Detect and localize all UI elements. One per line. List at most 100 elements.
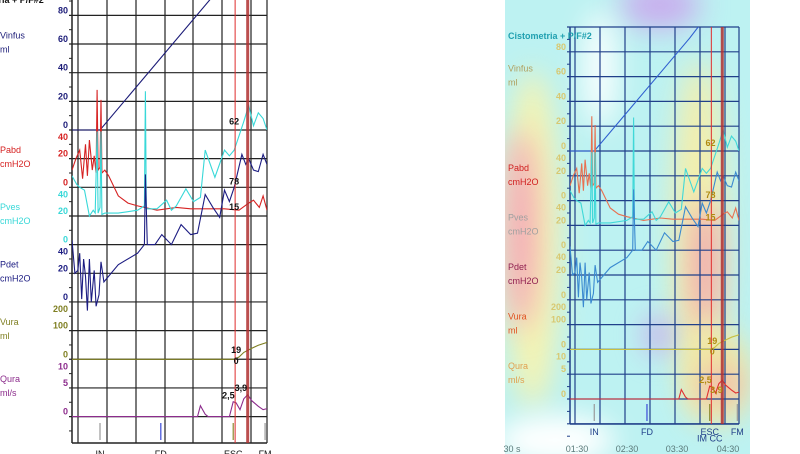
annotation-label: 78 <box>706 190 716 200</box>
y-tick-label: 0 <box>63 349 68 359</box>
y-tick-label: 0 <box>561 290 566 300</box>
event-label: FD <box>641 427 653 437</box>
channel-unit: ml <box>508 78 518 88</box>
channel-name: Qura <box>508 361 528 371</box>
heatmap-blob <box>693 200 717 330</box>
event-sublabel: IM CC <box>697 434 723 444</box>
channel-unit: ml <box>0 331 10 341</box>
series-qura <box>570 379 739 400</box>
y-tick-label: 40 <box>58 247 68 257</box>
channel-unit: cmH2O <box>508 276 539 286</box>
channel-name: Pdet <box>0 260 19 270</box>
y-tick-label: 0 <box>63 292 68 302</box>
y-tick-label: 0 <box>63 407 68 417</box>
y-tick-label: 100 <box>551 315 566 325</box>
y-tick-label: 20 <box>58 206 68 216</box>
annotation-label: 78 <box>229 176 239 186</box>
y-tick-label: 200 <box>53 304 68 314</box>
y-tick-label: 80 <box>556 42 566 52</box>
cystometry-chart-original: Cistometria + P/F#2806040200Vinfusml4020… <box>0 0 280 454</box>
channel-name: Pabd <box>508 163 529 173</box>
channel-name: Vinfus <box>0 30 25 40</box>
channel-name: Vinfus <box>508 64 533 74</box>
annotation-label: 3,9 <box>235 383 248 393</box>
series-vura <box>72 341 267 360</box>
chart-svg: Cistometria + P/F#2806040200Vinfusml4020… <box>503 26 744 454</box>
channel-name: Vura <box>0 317 19 327</box>
time-tick-label: 04:30 <box>717 444 740 454</box>
heatmap-layer <box>505 0 750 454</box>
annotation-label: 15 <box>229 202 239 212</box>
channel-unit: cmH2O <box>0 216 31 226</box>
y-tick-label: 40 <box>556 91 566 101</box>
y-tick-label: 40 <box>58 63 68 73</box>
series-vinfus <box>570 27 699 152</box>
annotation-label: 0 <box>234 356 239 366</box>
y-tick-label: 10 <box>58 361 68 371</box>
time-tick-label: 02:30 <box>616 444 639 454</box>
y-tick-label: 0 <box>561 240 566 250</box>
cystometry-chart-heatmap: Cistometria + P/F#2 80 60 40 20 0 Vinfus ml 40 20… <box>500 0 800 454</box>
event-label: IN <box>590 427 599 437</box>
channel-unit: cmH2O <box>508 226 539 236</box>
y-tick-label: 0 <box>561 141 566 151</box>
y-tick-label: 60 <box>556 67 566 77</box>
y-tick-label: 20 <box>58 149 68 159</box>
event-label: IN <box>95 449 104 454</box>
channel-unit: cmH2O <box>508 177 539 187</box>
y-tick-label: 200 <box>551 302 566 312</box>
chart-title: Cistometria + P/F#2 <box>0 0 44 5</box>
annotation-label: 62 <box>229 116 239 126</box>
event-label: FM <box>731 427 744 437</box>
y-tick-label: 40 <box>58 132 68 142</box>
channel-name: Pdet <box>508 262 527 272</box>
y-tick-label: 80 <box>58 5 68 15</box>
y-tick-label: 0 <box>561 339 566 349</box>
y-tick-label: 100 <box>53 321 68 331</box>
series-pves <box>72 91 267 218</box>
series-qura <box>72 393 267 418</box>
heatmap-blob <box>645 315 671 355</box>
channel-unit: ml/s <box>0 388 17 398</box>
annotation-label: 3,9 <box>710 385 723 395</box>
y-tick-label: 0 <box>561 191 566 201</box>
event-label: ESC <box>224 449 243 454</box>
chart-title: Cistometria + P/F#2 <box>508 31 592 41</box>
series-pdet <box>570 170 739 308</box>
y-tick-label: 0 <box>63 120 68 130</box>
y-tick-label: 60 <box>58 34 68 44</box>
time-tick-label: 30 s <box>503 444 521 454</box>
y-tick-label: 20 <box>556 265 566 275</box>
y-tick-label: 20 <box>556 116 566 126</box>
y-tick-label: 20 <box>58 263 68 273</box>
annotation-label: 2,5 <box>699 375 712 385</box>
series-vinfus <box>72 0 211 131</box>
channel-name: Pabd <box>0 145 21 155</box>
y-tick-label: 40 <box>556 153 566 163</box>
y-tick-label: 20 <box>556 215 566 225</box>
y-tick-label: 10 <box>556 351 566 361</box>
channel-unit: cmH2O <box>0 159 31 169</box>
chart-svg: Cistometria + P/F#2806040200Vinfusml4020… <box>0 0 272 454</box>
y-tick-label: 5 <box>561 364 566 374</box>
y-tick-label: 0 <box>561 389 566 399</box>
y-tick-label: 40 <box>556 203 566 213</box>
time-tick-label: 01:30 <box>566 444 589 454</box>
series-vura <box>570 334 739 350</box>
channel-unit: ml <box>0 44 10 54</box>
heatmap-blob <box>505 130 537 330</box>
annotation-label: 15 <box>706 212 716 222</box>
annotation-label: 19 <box>707 336 717 346</box>
y-tick-label: 40 <box>58 189 68 199</box>
channel-name: Vura <box>508 312 527 322</box>
y-tick-label: 20 <box>58 91 68 101</box>
series-pdet <box>72 152 267 311</box>
annotation-label: 0 <box>710 346 715 356</box>
channel-name: Pves <box>508 212 529 222</box>
time-tick-label: 03:30 <box>666 444 689 454</box>
y-tick-label: 0 <box>63 177 68 187</box>
channel-name: Pves <box>0 202 21 212</box>
channel-unit: cmH2O <box>0 274 31 284</box>
series-pabd <box>570 116 739 221</box>
series-pabd <box>72 89 267 211</box>
